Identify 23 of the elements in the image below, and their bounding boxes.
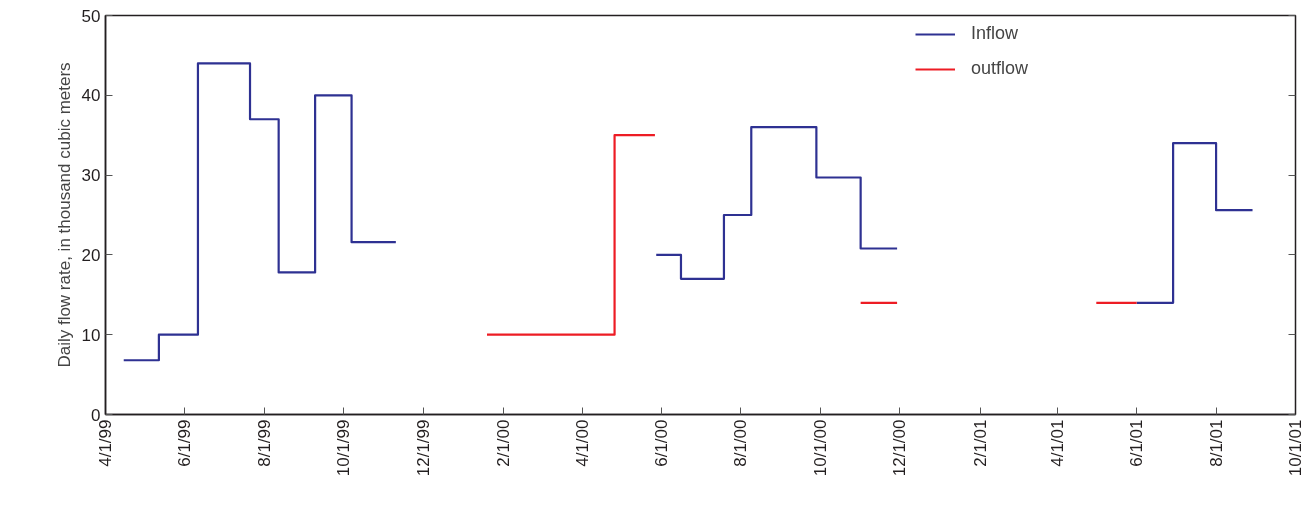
x-tick-label: 10/1/01 — [1286, 419, 1305, 477]
x-tick-label: 8/1/01 — [1206, 419, 1226, 467]
x-tick-label: 12/1/00 — [890, 419, 910, 477]
x-tick-label: 2/1/00 — [494, 419, 514, 467]
x-tick-label: 8/1/00 — [731, 419, 751, 467]
legend-label: Inflow — [971, 23, 1019, 44]
legend-label: outflow — [971, 58, 1029, 79]
y-tick-label: 50 — [81, 6, 101, 26]
x-tick-label: 12/1/99 — [413, 419, 433, 477]
y-axis-title: Daily flow rate, in thousand cubic meters — [54, 62, 74, 368]
y-tick-label: 20 — [81, 245, 101, 265]
x-tick-label: 10/1/99 — [334, 419, 354, 477]
x-tick-label: 8/1/99 — [254, 419, 274, 467]
y-tick-label: 10 — [81, 325, 101, 345]
x-tick-label: 6/1/99 — [175, 419, 195, 467]
x-tick-label: 10/1/00 — [810, 419, 830, 477]
x-tick-label: 6/1/00 — [651, 419, 671, 467]
x-tick-label: 6/1/01 — [1127, 419, 1147, 467]
x-tick-label: 2/1/01 — [970, 419, 990, 467]
y-tick-label: 40 — [81, 86, 101, 106]
x-tick-label: 4/1/00 — [572, 419, 592, 467]
x-tick-label: 4/1/01 — [1047, 419, 1067, 467]
y-tick-label: 30 — [81, 166, 101, 186]
